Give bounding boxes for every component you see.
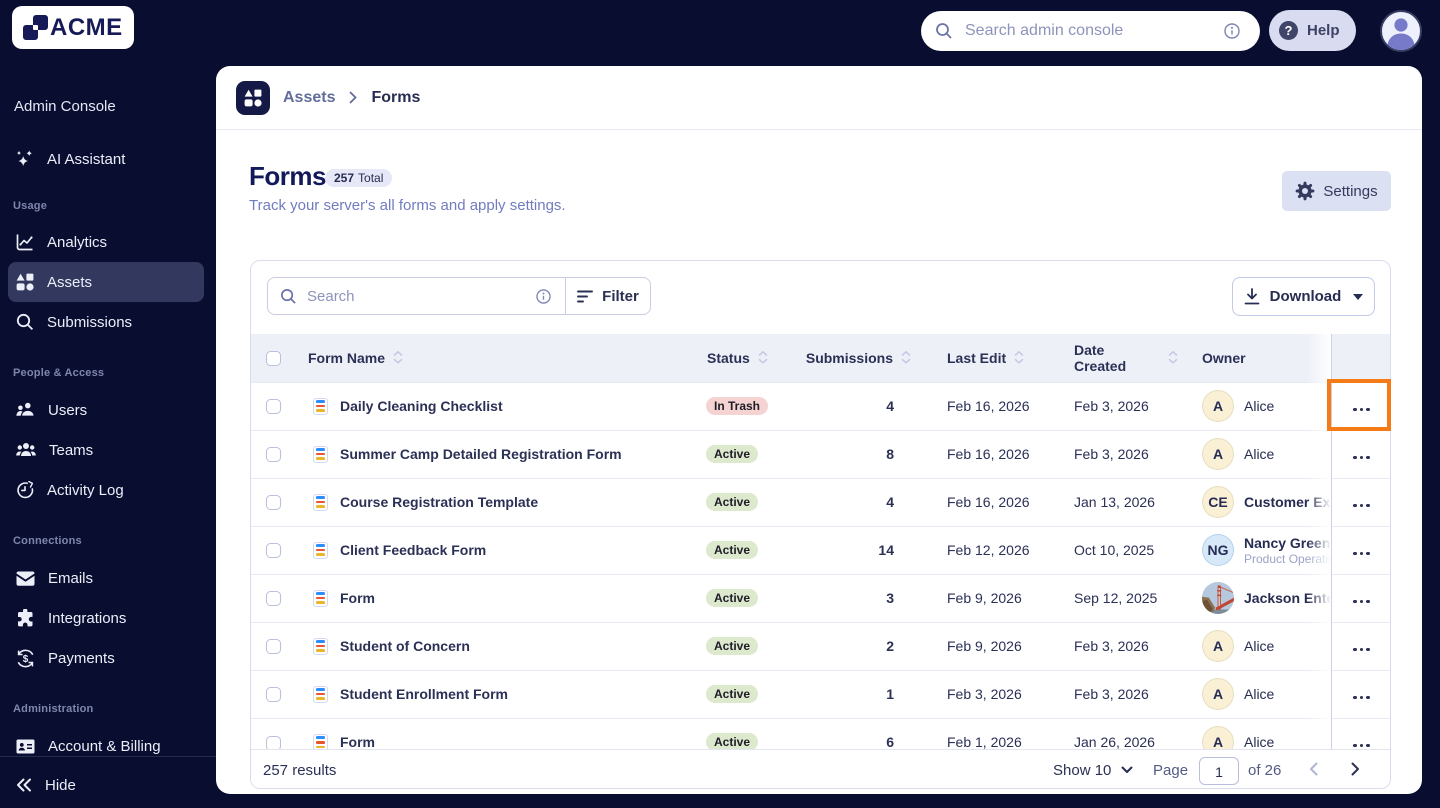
svg-text:$: $ — [23, 653, 29, 664]
